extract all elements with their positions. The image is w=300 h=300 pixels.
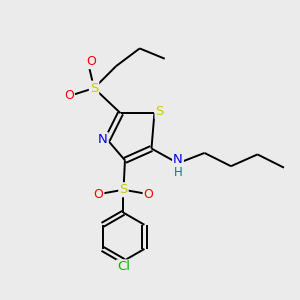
Text: O: O [64,89,74,102]
Text: O: O [94,188,103,201]
Text: S: S [155,105,164,118]
Text: S: S [90,82,98,95]
Text: H: H [174,166,182,178]
Text: N: N [98,133,108,146]
Text: S: S [119,183,128,196]
Text: O: O [144,188,154,201]
Text: N: N [173,153,183,166]
Text: Cl: Cl [117,260,130,273]
Text: O: O [86,55,96,68]
